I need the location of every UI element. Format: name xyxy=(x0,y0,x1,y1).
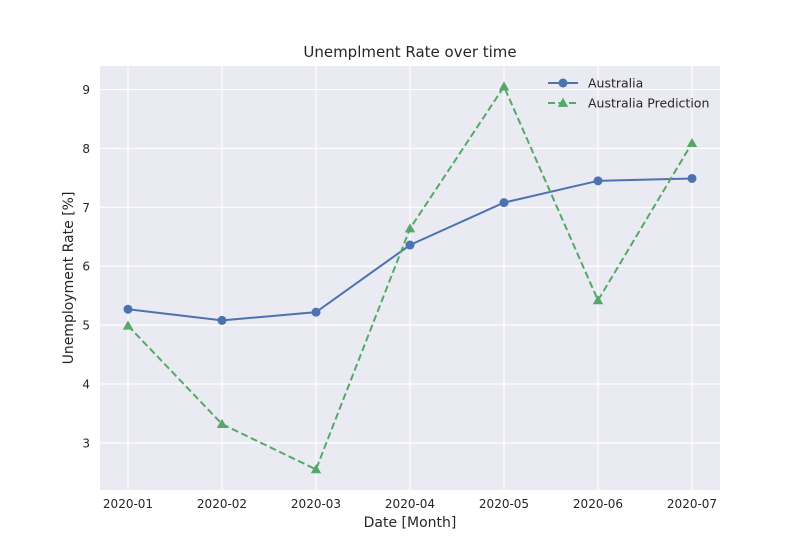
x-tick-label: 2020-04 xyxy=(385,497,435,511)
data-point xyxy=(499,198,509,208)
data-point xyxy=(216,418,228,428)
x-tick-label: 2020-03 xyxy=(291,497,341,511)
gridlines xyxy=(100,66,720,490)
y-tick-label: 3 xyxy=(82,436,90,450)
y-tick-label: 5 xyxy=(82,319,90,333)
data-point xyxy=(217,315,227,325)
x-tick-label: 2020-05 xyxy=(479,497,529,511)
data-point xyxy=(122,320,134,330)
data-point xyxy=(687,173,697,183)
x-tick-label: 2020-02 xyxy=(197,497,247,511)
x-axis-ticks: 2020-01 2020-02 2020-03 2020-04 2020-05 2020-… xyxy=(103,497,717,511)
x-axis-label: Date [Month] xyxy=(364,515,457,531)
data-point xyxy=(405,240,415,250)
data-point xyxy=(557,97,569,107)
x-tick-label: 2020-01 xyxy=(103,497,153,511)
y-axis-label: Unemployment Rate [%] xyxy=(61,192,77,365)
data-point xyxy=(558,78,568,88)
data-point xyxy=(311,307,321,317)
chart-title: Unemplment Rate over time xyxy=(303,43,516,61)
data-point xyxy=(310,464,322,474)
legend-item: Australia xyxy=(548,76,643,91)
y-axis-ticks: 3 4 5 6 7 8 9 xyxy=(82,83,90,450)
data-point xyxy=(404,223,416,233)
data-point xyxy=(498,81,510,91)
y-tick-label: 7 xyxy=(82,201,90,215)
series-australia-prediction xyxy=(122,81,698,474)
series-layer xyxy=(122,81,698,474)
legend-item: Australia Prediction xyxy=(548,96,709,111)
y-tick-label: 8 xyxy=(82,142,90,156)
y-tick-label: 6 xyxy=(82,260,90,274)
data-point xyxy=(593,176,603,186)
legend-label: Australia xyxy=(588,76,643,91)
data-point xyxy=(592,295,604,305)
x-tick-label: 2020-07 xyxy=(667,497,717,511)
y-tick-label: 4 xyxy=(82,378,90,392)
series-australia xyxy=(123,173,697,325)
legend: Australia Australia Prediction xyxy=(548,76,709,111)
x-tick-label: 2020-06 xyxy=(573,497,623,511)
data-point xyxy=(686,137,698,148)
legend-label: Australia Prediction xyxy=(588,96,709,111)
y-tick-label: 9 xyxy=(82,83,90,97)
data-point xyxy=(123,304,133,314)
